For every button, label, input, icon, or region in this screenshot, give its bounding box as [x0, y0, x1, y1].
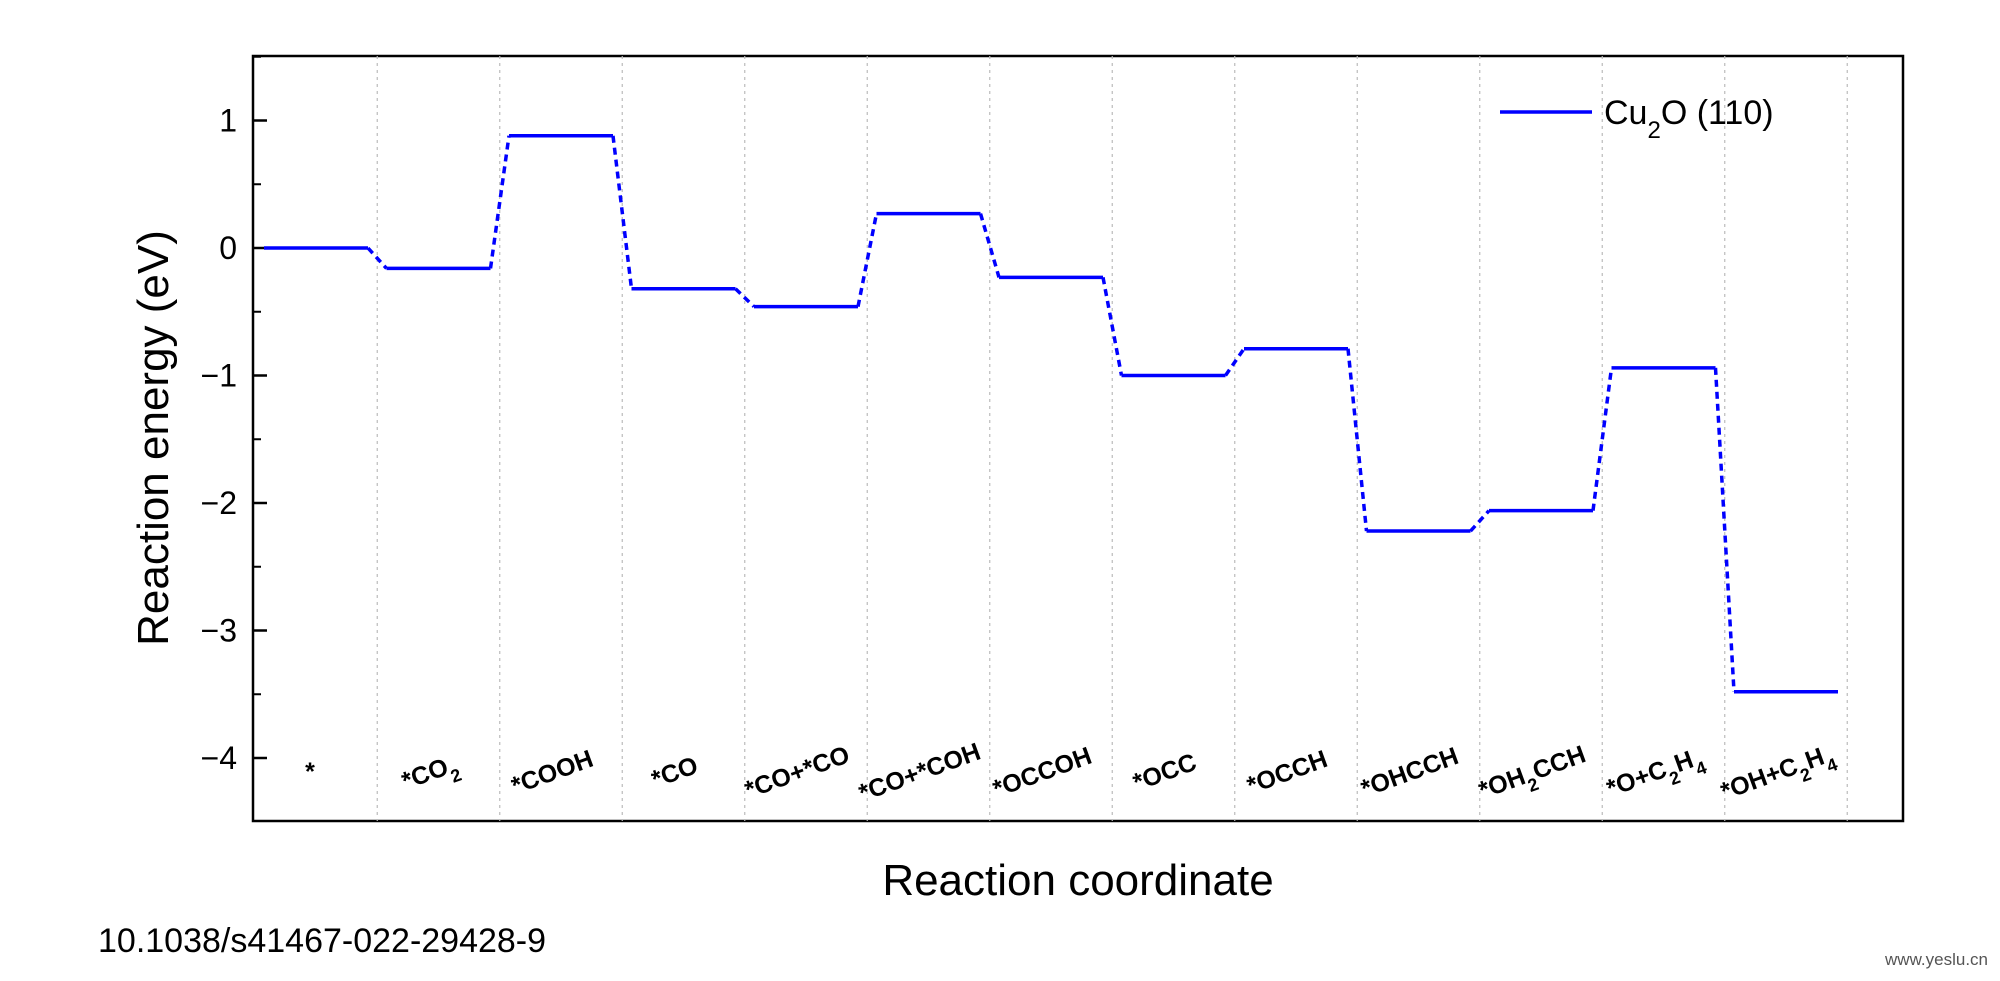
series-layer	[264, 134, 1838, 694]
y-tick-label: 0	[219, 230, 237, 266]
y-tick-label: 1	[219, 103, 237, 139]
watermark-text: www.yeslu.cn	[1885, 950, 1988, 969]
transition-connector	[1224, 347, 1246, 377]
category-label: *OH+C2H4	[1717, 739, 1840, 813]
category-labels: * *CO2 *COOH *CO *CO+*CO *CO+*COH *OCCOH *OCC *O…	[305, 738, 1840, 814]
category-label: *CO2	[398, 750, 464, 803]
y-axis: 1 0 −1 −2 −3 −4	[201, 55, 267, 776]
y-axis-label: Reaction energy (eV)	[129, 230, 178, 646]
category-label: *OCC	[1129, 748, 1200, 797]
transition-connector	[366, 246, 388, 270]
y-tick-label: −4	[201, 740, 237, 776]
category-label: *OCCOH	[989, 742, 1095, 803]
transition-connector	[1469, 509, 1491, 533]
category-label: *COOH	[508, 745, 597, 800]
transition-connector	[611, 135, 634, 290]
x-axis-label: Reaction coordinate	[882, 856, 1273, 905]
doi-text: 10.1038/s41467-022-29428-9	[98, 922, 547, 960]
category-label: *O+C2H4	[1603, 742, 1709, 810]
transition-connector	[1101, 277, 1124, 376]
y-tick-label: −2	[201, 485, 237, 521]
category-label: *CO	[648, 751, 702, 793]
grid-separators	[376, 56, 1848, 821]
category-label: *OCCH	[1243, 745, 1331, 800]
legend-label: Cu2O (110)	[1604, 94, 1774, 144]
category-label: *OH2CCH	[1475, 740, 1592, 812]
transition-connector	[1591, 367, 1614, 511]
transition-connector	[856, 213, 879, 307]
category-label: *CO+*COH	[855, 738, 984, 808]
transition-connector	[488, 135, 511, 269]
y-tick-label: −3	[201, 613, 237, 649]
category-label: *	[305, 758, 315, 786]
transition-connector	[734, 287, 756, 308]
transition-connector	[1713, 367, 1736, 692]
transition-connector	[1346, 348, 1369, 532]
category-label: *OHCCH	[1357, 742, 1462, 803]
category-label: *CO+*CO	[741, 741, 853, 805]
plot-frame	[251, 54, 1905, 823]
y-tick-label: −1	[201, 358, 237, 394]
legend: Cu2O (110)	[1500, 94, 1774, 144]
